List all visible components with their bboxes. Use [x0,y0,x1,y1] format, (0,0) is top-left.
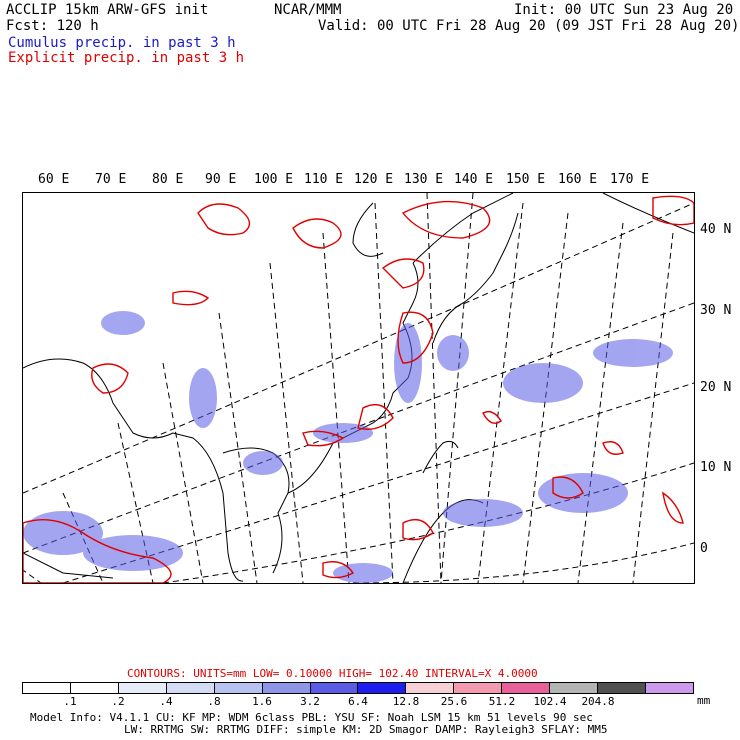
colorbar-segment [550,683,599,693]
lon-label: 160 E [558,172,598,187]
colorbar [22,682,694,694]
colorbar-label: 25.6 [440,695,468,708]
colorbar-segment [262,683,311,693]
cumulus-precip [23,311,673,583]
lon-label: 170 E [610,172,650,187]
lon-label: 140 E [454,172,494,187]
lon-label: 100 E [254,172,294,187]
colorbar-label: 3.2 [300,695,320,708]
footer-model-info: Model Info: V4.1.1 CU: KF MP: WDM 6class… [30,711,593,724]
colorbar-segment [70,683,119,693]
colorbar-label: 204.8 [581,695,615,708]
lon-label: 90 E [205,172,237,187]
colorbar-label: 1.6 [252,695,272,708]
colorbar-segment [214,683,263,693]
colorbar-label: .2 [111,695,125,708]
lat-label: 30 N [700,303,732,318]
valid-time: Valid: 00 UTC Fri 28 Aug 20 (09 JST Fri … [318,18,740,34]
colorbar-segment [166,683,215,693]
lon-label: 150 E [506,172,546,187]
colorbar-segment [645,683,693,693]
colorbar-segment [23,683,71,693]
center-name: NCAR/MMM [274,2,342,18]
colorbar-segment [358,683,407,693]
colorbar-segment [310,683,359,693]
forecast-hour: Fcst: 120 h [6,18,99,34]
colorbar-segment [454,683,503,693]
lat-label: 40 N [700,222,732,237]
lon-label: 120 E [354,172,394,187]
legend-cumulus: Cumulus precip. in past 3 h [8,35,236,51]
lon-label: 80 E [152,172,184,187]
colorbar-segment [406,683,455,693]
init-time: Init: 00 UTC Sun 23 Aug 20 [514,2,734,18]
colorbar-segment [502,683,551,693]
colorbar-label: 6.4 [348,695,368,708]
colorbar-label: 51.2 [488,695,516,708]
footer-physics-info: LW: RRTMG SW: RRTMG DIFF: simple KM: 2D … [124,723,608,736]
colorbar-segment [598,683,646,693]
lat-label: 0 [700,541,708,556]
coastline [23,193,694,583]
lon-label: 60 E [38,172,70,187]
lat-label: 10 N [700,460,732,475]
colorbar-label: .1 [63,695,77,708]
colorbar-segment [118,683,167,693]
map-canvas [23,193,694,583]
lon-label: 70 E [95,172,127,187]
explicit-precip [23,195,694,583]
colorbar-label: 102.4 [533,695,567,708]
precip-map [22,192,695,584]
lon-label: 110 E [304,172,344,187]
lat-label: 20 N [700,380,732,395]
contours-info: CONTOURS: UNITS=mm LOW= 0.10000 HIGH= 10… [127,667,538,680]
colorbar-label: .4 [159,695,173,708]
lon-label: 130 E [404,172,444,187]
legend-explicit: Explicit precip. in past 3 h [8,50,245,66]
colorbar-label: 12.8 [392,695,420,708]
model-title: ACCLIP 15km ARW-GFS init [6,2,209,18]
colorbar-unit: mm [697,694,711,707]
colorbar-label: .8 [207,695,221,708]
